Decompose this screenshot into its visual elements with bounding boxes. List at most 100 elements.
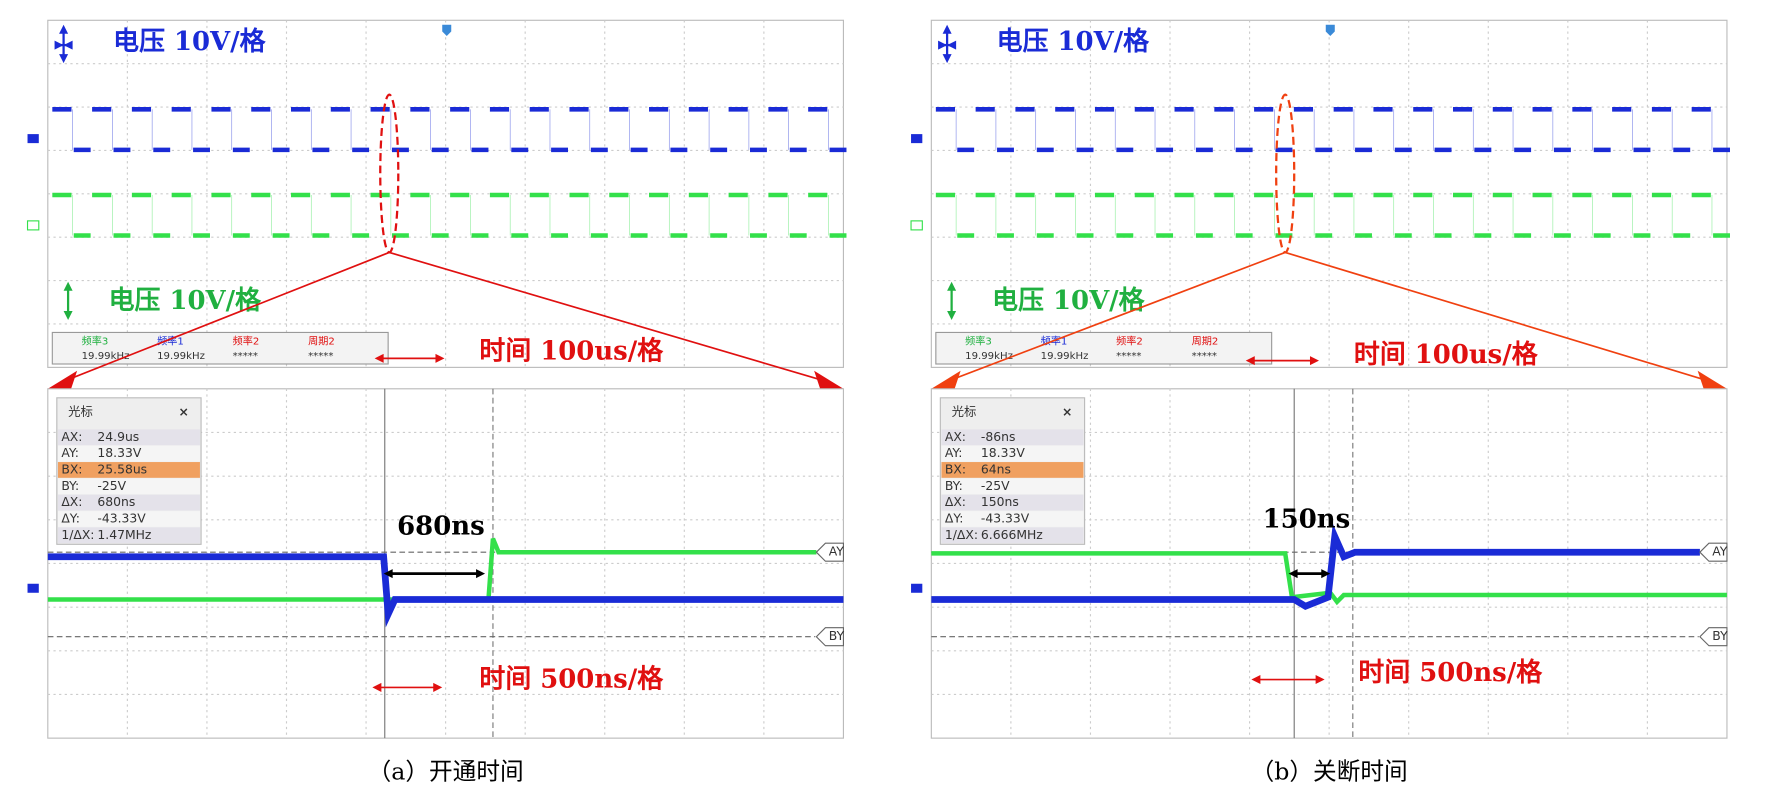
cursor-key: 1/ΔX: xyxy=(61,527,94,542)
cursor-value: 64ns xyxy=(981,461,1011,476)
ch1-marker xyxy=(911,134,923,144)
cursor-value: 150ns xyxy=(981,494,1019,509)
measure-label: 频率3 xyxy=(82,334,109,347)
time-scale-top: 时间 100us/格 xyxy=(479,336,664,367)
time-scale-bottom: 时间 500ns/格 xyxy=(1358,657,1543,688)
cursor-row xyxy=(57,494,200,511)
cursor-row xyxy=(57,478,200,495)
marker-label: AY xyxy=(829,544,845,559)
ch1-marker xyxy=(27,583,39,593)
cursor-row xyxy=(941,494,1084,511)
measure-label: 周期2 xyxy=(308,335,335,347)
measure-value: 19.99kHz xyxy=(82,351,130,362)
cursor-key: ΔY: xyxy=(61,510,80,525)
cursor-key: ΔX: xyxy=(61,494,82,509)
scale-green: 电压 10V/格 xyxy=(992,285,1145,316)
measure-box xyxy=(51,331,389,365)
cursor-row xyxy=(941,511,1084,527)
caption: （a）开通时间 xyxy=(368,758,524,786)
cursor-value: -43.33V xyxy=(981,510,1030,525)
cursor-value: -86ns xyxy=(981,429,1016,444)
zoom-line xyxy=(1284,251,1716,384)
cursor-key: BY: xyxy=(945,478,963,493)
cursor-value: 6.666MHz xyxy=(981,527,1043,542)
trigger-marker xyxy=(1325,24,1335,37)
marker-tag xyxy=(815,542,844,562)
cursor-key: ΔX: xyxy=(945,494,966,509)
marker-label: BY xyxy=(829,628,845,643)
cursor-key: AX: xyxy=(945,429,966,444)
trigger-marker xyxy=(442,24,452,37)
ch1-marker xyxy=(911,583,923,593)
cursor-value: 1.47MHz xyxy=(97,527,151,542)
ch3-marker xyxy=(910,220,923,231)
cursor-key: BY: xyxy=(61,478,79,493)
measure-label: 频率3 xyxy=(965,334,992,347)
ch3-marker xyxy=(26,220,40,231)
arrow-head xyxy=(1245,356,1319,366)
measure-value: ***** xyxy=(1192,351,1217,362)
scale-green: 电压 10V/格 xyxy=(109,285,262,316)
measure-label: 周期2 xyxy=(1192,335,1219,347)
caption: （b）关断时间 xyxy=(1251,758,1408,786)
zoom-head xyxy=(931,370,961,392)
measure-value: 19.99kHz xyxy=(965,351,1013,362)
cursor-key: AX: xyxy=(61,429,82,444)
measure-value: ***** xyxy=(233,351,258,362)
cursor-row xyxy=(57,511,200,527)
cursor-value: 680ns xyxy=(97,494,135,509)
cursor-close: × xyxy=(179,404,189,419)
cursor-value: 18.33V xyxy=(981,445,1025,460)
measure-label: 频率2 xyxy=(233,334,260,347)
delay-label: 150ns xyxy=(1263,505,1351,535)
delay-label: 680ns xyxy=(397,511,485,541)
cursor-title: 光标 xyxy=(68,404,93,419)
cursor-key: ΔY: xyxy=(945,510,964,525)
cursor-key: AY: xyxy=(945,445,963,460)
scale-blue: 电压 10V/格 xyxy=(113,26,266,57)
zoom-head xyxy=(47,370,78,392)
marker-label: AY xyxy=(1712,544,1728,559)
measure-value: 19.99kHz xyxy=(1041,351,1089,362)
measure-box xyxy=(935,331,1273,365)
time-scale-top: 时间 100us/格 xyxy=(1354,339,1539,370)
marker-tag xyxy=(815,627,844,647)
measure-value: 19.99kHz xyxy=(157,351,205,362)
cursor-value: 24.9us xyxy=(97,429,139,444)
marker-tag xyxy=(1699,542,1728,562)
measure-label: 频率2 xyxy=(1116,334,1143,347)
cursor-key: BX: xyxy=(61,461,82,476)
arrow-head xyxy=(1251,675,1325,685)
cursor-value: 18.33V xyxy=(97,445,141,460)
cursor-value: 25.58us xyxy=(97,461,147,476)
cursor-row xyxy=(941,478,1084,495)
cursor-row xyxy=(57,429,200,446)
cursor-value: -25V xyxy=(981,478,1010,493)
cursor-row xyxy=(57,527,200,544)
zoom-line xyxy=(389,251,833,384)
blue-trace xyxy=(931,523,1700,611)
zoom-line xyxy=(58,251,390,384)
cursor-row xyxy=(57,462,200,478)
arrow-head xyxy=(1288,569,1331,579)
cursor-title: 光标 xyxy=(952,404,977,419)
zoom-head xyxy=(1697,370,1727,392)
cursor-row xyxy=(941,429,1084,446)
scale-blue: 电压 10V/格 xyxy=(997,26,1150,57)
cursor-key: AY: xyxy=(61,445,79,460)
zoom-line xyxy=(942,251,1286,384)
cursor-key: 1/ΔX: xyxy=(945,527,978,542)
green-trace xyxy=(47,537,817,602)
cursor-key: BX: xyxy=(945,461,966,476)
marker-tag xyxy=(1699,627,1728,647)
cursor-value: -25V xyxy=(97,478,126,493)
cursor-close: × xyxy=(1062,404,1072,419)
cursor-row xyxy=(941,527,1084,544)
cursor-row xyxy=(941,462,1084,478)
zoom-head xyxy=(814,370,844,392)
ch1-marker xyxy=(27,134,39,144)
cursor-value: -43.33V xyxy=(97,510,146,525)
marker-label: BY xyxy=(1712,628,1728,643)
